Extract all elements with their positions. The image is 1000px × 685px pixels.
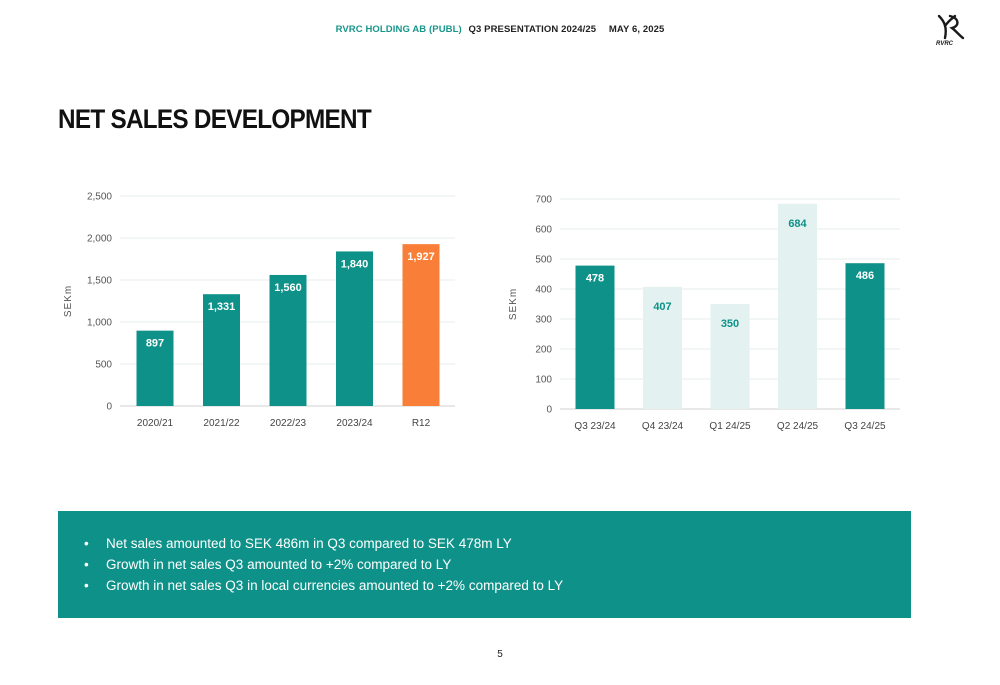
svg-text:RVRC: RVRC	[936, 41, 954, 47]
data-label: 486	[856, 270, 874, 282]
page-number: 5	[497, 649, 503, 660]
bullet-mark: •	[84, 536, 89, 551]
data-label: 1,331	[208, 301, 236, 313]
bar	[710, 304, 750, 409]
y-tick-label: 700	[535, 195, 552, 206]
y-tick-label: 500	[535, 255, 552, 266]
summary-text: Net sales amounted to SEK 486m in Q3 com…	[106, 536, 512, 551]
data-label: 684	[788, 218, 807, 230]
rvrc-logo: RVRC	[936, 14, 965, 47]
summary-text: Growth in net sales Q3 amounted to +2% c…	[106, 557, 452, 572]
y-axis-label: SEKm	[508, 288, 519, 320]
bar	[575, 265, 615, 409]
data-label: 897	[146, 338, 164, 350]
x-tick-label: Q2 24/25	[777, 421, 819, 432]
bar	[778, 203, 817, 409]
company-name: RVRC HOLDING AB (PUBL)	[335, 24, 462, 35]
data-label: 350	[721, 318, 739, 330]
y-tick-label: 100	[535, 375, 552, 386]
x-tick-label: 2023/24	[336, 418, 373, 429]
data-label: 1,927	[407, 251, 435, 263]
x-tick-label: 2022/23	[270, 418, 307, 429]
x-tick-label: Q4 23/24	[642, 421, 684, 432]
y-tick-label: 2,500	[87, 192, 112, 203]
x-tick-label: Q3 24/25	[844, 421, 886, 432]
data-label: 1,840	[341, 258, 369, 270]
y-tick-label: 600	[535, 225, 552, 236]
bar	[203, 294, 240, 406]
data-label: 478	[586, 273, 604, 285]
bar	[269, 274, 307, 406]
x-tick-label: R12	[412, 418, 431, 429]
y-tick-label: 200	[535, 345, 552, 356]
summary-item: • Growth in net sales Q3 amounted to +2% …	[84, 554, 563, 575]
presentation-header: RVRC HOLDING AB (PUBL) Q3 PRESENTATION 2…	[0, 24, 1000, 35]
y-tick-label: 1,500	[87, 276, 112, 287]
y-tick-label: 400	[535, 285, 552, 296]
summary-item: • Net sales amounted to SEK 486m in Q3 co…	[84, 533, 563, 554]
summary-list: • Net sales amounted to SEK 486m in Q3 co…	[84, 533, 563, 596]
bar	[643, 286, 682, 409]
y-tick-label: 300	[535, 315, 552, 326]
summary-item: • Growth in net sales Q3 in local currenc…	[84, 575, 563, 596]
x-tick-label: 2021/22	[203, 418, 240, 429]
presentation-date: MAY 6, 2025	[608, 24, 665, 35]
page-title: NET SALES DEVELOPMENT	[58, 104, 372, 134]
bar	[336, 251, 373, 406]
data-label: 407	[653, 301, 671, 313]
y-tick-label: 500	[95, 360, 112, 371]
y-tick-label: 0	[106, 402, 112, 413]
y-tick-label: 1,000	[87, 318, 112, 329]
bullet-mark: •	[84, 578, 89, 593]
summary-text: Growth in net sales Q3 in local currenci…	[106, 578, 564, 593]
bar	[845, 263, 885, 409]
y-tick-label: 2,000	[87, 234, 112, 245]
bullet-mark: •	[84, 557, 89, 572]
summary-box: • Net sales amounted to SEK 486m in Q3 co…	[58, 511, 911, 618]
bar	[136, 330, 174, 406]
y-axis-label: SEKm	[63, 285, 74, 317]
x-tick-label: Q3 23/24	[574, 421, 616, 432]
presentation-name: Q3 PRESENTATION 2024/25	[468, 24, 597, 35]
bar	[402, 244, 440, 406]
x-tick-label: Q1 24/25	[709, 421, 751, 432]
y-tick-label: 0	[546, 405, 552, 416]
data-label: 1,560	[274, 282, 302, 294]
x-tick-label: 2020/21	[137, 418, 174, 429]
